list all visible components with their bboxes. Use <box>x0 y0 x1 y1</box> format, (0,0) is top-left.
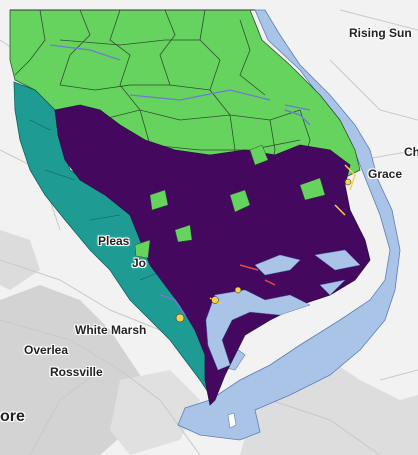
urban-areas <box>0 230 418 455</box>
label-jo: Jo <box>132 256 147 270</box>
label-pleas: Pleas <box>98 234 130 248</box>
label-grace: Grace <box>368 167 403 181</box>
label-rossville: Rossville <box>50 365 103 379</box>
label-ch: Ch <box>404 145 418 159</box>
label-rising-sun: Rising Sun <box>349 26 412 40</box>
label-ore: ore <box>0 408 25 425</box>
label-overlea: Overlea <box>24 343 69 357</box>
central-zone <box>54 104 371 406</box>
island <box>227 412 237 429</box>
roads <box>0 9 418 455</box>
label-white-marsh: White Marsh <box>75 323 147 337</box>
